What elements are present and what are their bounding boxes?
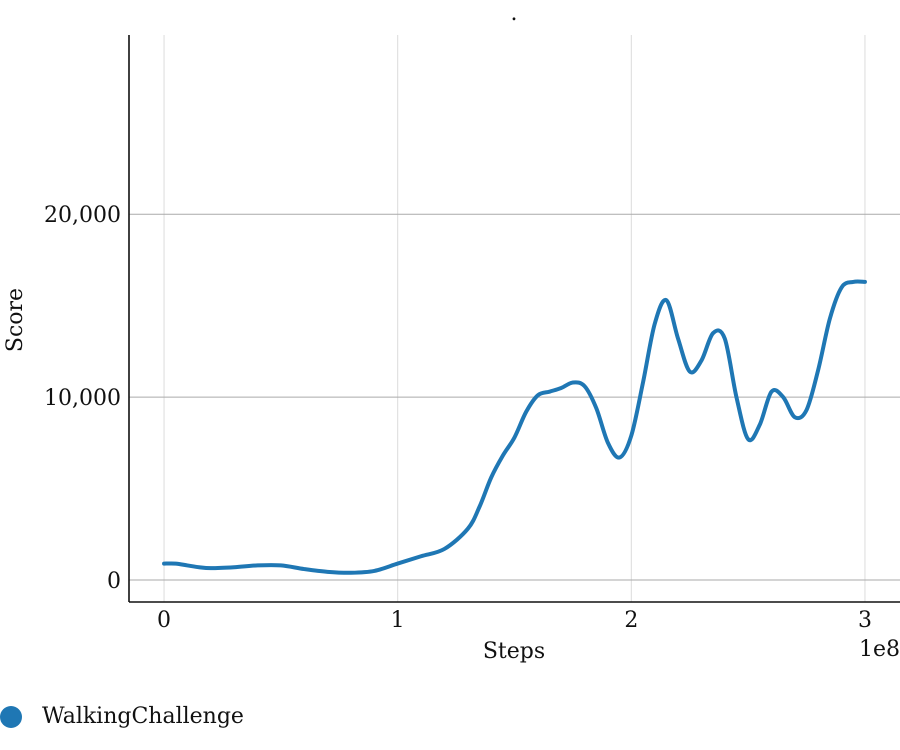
grid (129, 35, 900, 602)
x-tick-label: 2 (624, 608, 638, 633)
series-line-walkingchallenge (162, 279, 867, 575)
y-tick-label: 20,000 (44, 203, 121, 228)
y-tick-label: 10,000 (44, 386, 121, 411)
legend-label-walkingchallenge: WalkingChallenge (42, 704, 244, 729)
ticks: 0 1 2 3 0 10,000 20,000 (44, 203, 872, 633)
x-tick-label: 1 (391, 608, 405, 633)
x-tick-label: 3 (858, 608, 872, 633)
chart: 0 1 2 3 0 10,000 20,000 . Steps Score 1e8 (3, 1, 900, 664)
x-offset-label: 1e8 (859, 637, 900, 662)
legend: WalkingChallenge (0, 704, 244, 729)
y-tick-label: 0 (107, 569, 121, 594)
axes (128, 35, 900, 603)
legend-marker-walkingchallenge (0, 705, 22, 728)
chart-title: . (511, 1, 518, 26)
x-tick-label: 0 (157, 608, 171, 633)
x-axis-title: Steps (483, 639, 545, 664)
y-axis-title: Score (3, 288, 28, 352)
